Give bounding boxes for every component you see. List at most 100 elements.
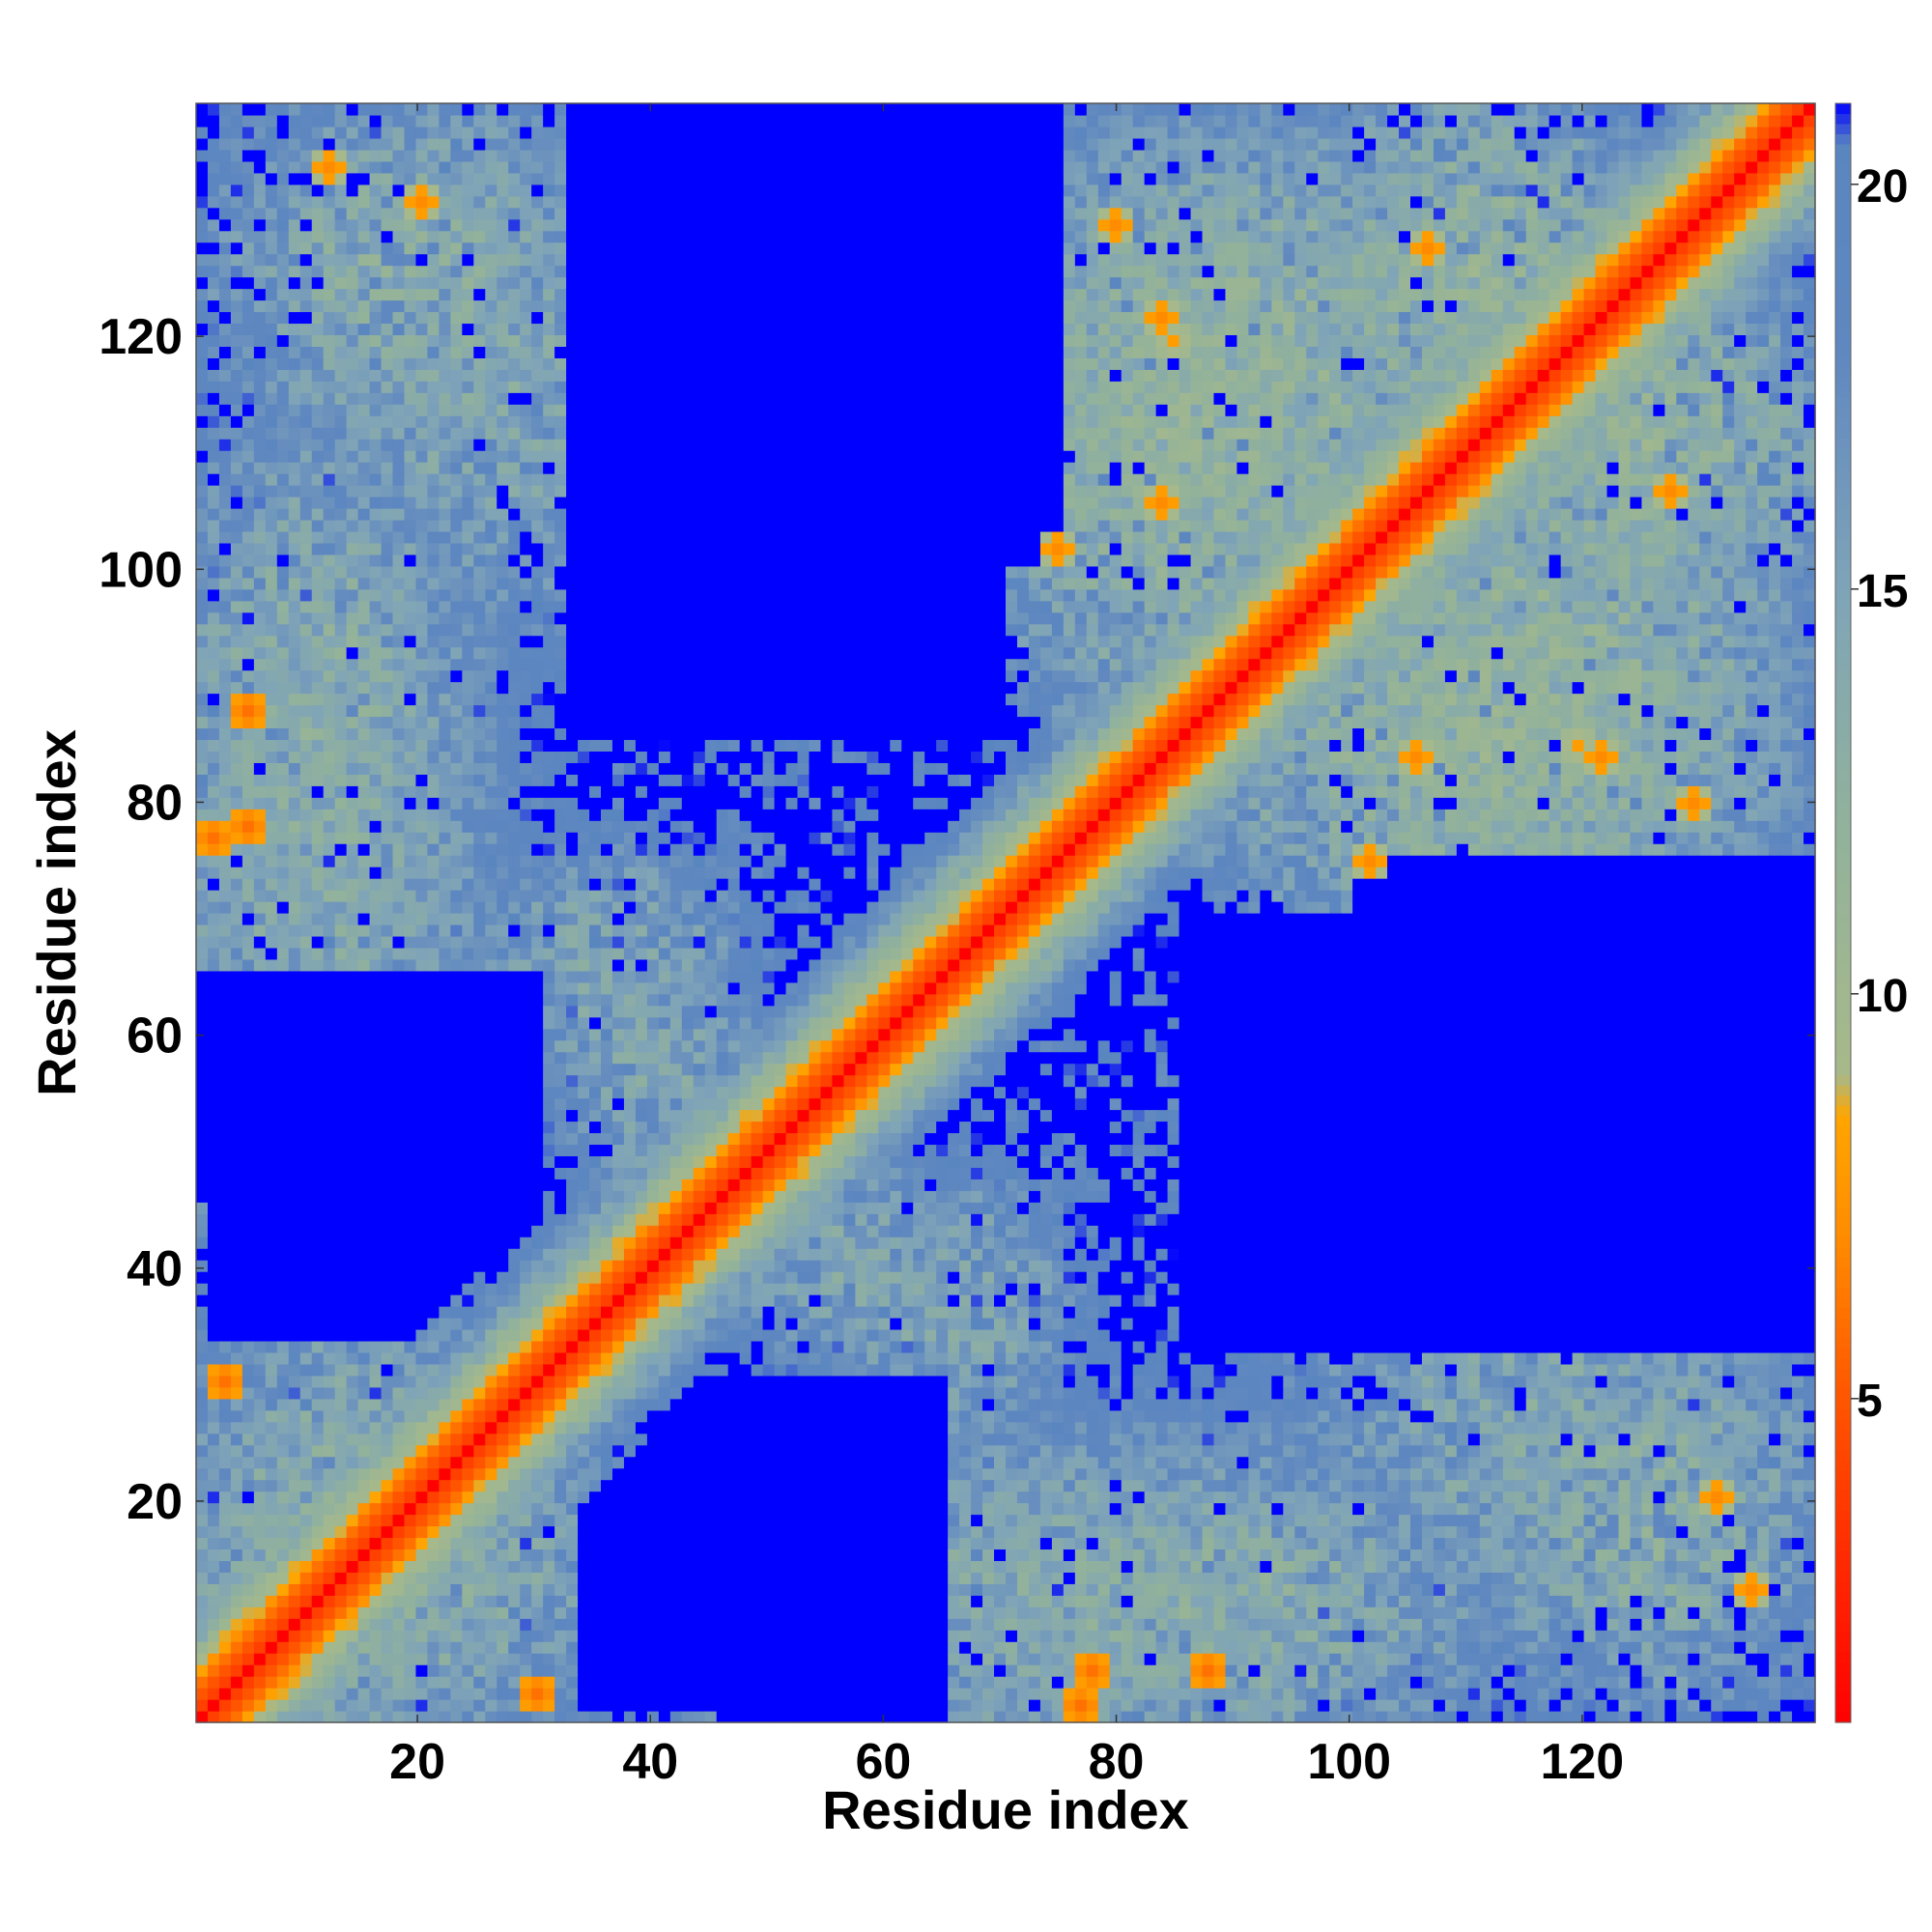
heatmap-cell xyxy=(242,1306,255,1319)
heatmap-cell xyxy=(230,242,243,255)
heatmap-cell xyxy=(566,843,579,856)
heatmap-cell xyxy=(531,404,544,416)
heatmap-cell xyxy=(230,1132,243,1146)
heatmap-cell xyxy=(404,716,417,729)
heatmap-cell xyxy=(242,878,255,891)
heatmap-cell xyxy=(392,762,406,775)
heatmap-cell xyxy=(404,1109,417,1122)
heatmap-cell xyxy=(554,404,567,416)
heatmap-cell xyxy=(392,993,406,1007)
heatmap-cell xyxy=(311,1606,325,1619)
heatmap-cell xyxy=(497,901,509,914)
heatmap-cell xyxy=(508,137,521,151)
heatmap-cell xyxy=(404,832,417,844)
heatmap-cell xyxy=(311,774,325,786)
heatmap-cell xyxy=(196,1548,209,1561)
heatmap-cell xyxy=(520,820,532,833)
heatmap-cell xyxy=(427,508,440,521)
heatmap-cell xyxy=(497,878,509,891)
heatmap-cell xyxy=(554,1467,567,1481)
heatmap-cell xyxy=(554,1260,567,1272)
heatmap-cell xyxy=(276,311,290,325)
heatmap-cell xyxy=(265,427,278,440)
heatmap-cell xyxy=(554,1548,567,1561)
heatmap-cell xyxy=(381,565,394,579)
heatmap-cell xyxy=(439,1109,451,1122)
heatmap-cell xyxy=(381,1467,394,1481)
heatmap-cell xyxy=(207,323,220,336)
heatmap-cell xyxy=(566,947,579,960)
heatmap-cell xyxy=(242,646,255,660)
heatmap-cell xyxy=(369,923,383,937)
heatmap-cell xyxy=(427,797,440,810)
heatmap-cell xyxy=(230,993,243,1007)
heatmap-cell xyxy=(334,1351,348,1365)
heatmap-cell xyxy=(299,1179,313,1191)
heatmap-cell xyxy=(439,369,451,382)
heatmap-cell xyxy=(334,1167,348,1179)
heatmap-cell xyxy=(439,646,451,660)
heatmap-cell xyxy=(276,739,290,752)
heatmap-cell xyxy=(508,1005,521,1018)
heatmap-cell xyxy=(415,1525,429,1539)
heatmap-cell xyxy=(520,1306,532,1319)
heatmap-cell xyxy=(450,311,463,325)
heatmap-cell xyxy=(520,1444,532,1458)
heatmap-cell xyxy=(334,427,348,440)
heatmap-cell xyxy=(392,1711,406,1723)
heatmap-cell xyxy=(323,1063,336,1076)
heatmap-cell xyxy=(218,530,232,544)
heatmap-cell xyxy=(566,369,579,382)
heatmap-cell xyxy=(543,137,555,151)
heatmap-cell xyxy=(497,577,509,590)
heatmap-cell xyxy=(230,519,243,532)
heatmap-cell xyxy=(196,103,209,116)
heatmap-cell xyxy=(230,832,243,844)
heatmap-cell xyxy=(531,958,544,972)
heatmap-cell xyxy=(404,1583,417,1596)
heatmap-cell xyxy=(554,137,567,151)
heatmap-cell xyxy=(589,762,602,775)
heatmap-cell xyxy=(589,623,602,637)
heatmap-cell xyxy=(578,462,590,474)
heatmap-cell xyxy=(578,600,590,613)
heatmap-cell xyxy=(323,1225,336,1237)
heatmap-cell xyxy=(218,462,232,474)
heatmap-cell xyxy=(554,530,567,544)
heatmap-cell xyxy=(439,1514,451,1527)
heatmap-cell xyxy=(323,462,336,474)
heatmap-cell xyxy=(485,1491,497,1504)
heatmap-cell xyxy=(508,1548,521,1561)
heatmap-cell xyxy=(265,1386,278,1400)
heatmap-cell xyxy=(462,473,474,486)
heatmap-cell xyxy=(357,970,371,983)
heatmap-cell xyxy=(439,704,451,718)
heatmap-cell xyxy=(196,1236,209,1249)
heatmap-cell xyxy=(473,1086,486,1099)
heatmap-cell xyxy=(253,1375,267,1388)
heatmap-cell xyxy=(589,369,602,382)
heatmap-cell xyxy=(497,809,509,821)
heatmap-cell xyxy=(392,1572,406,1584)
heatmap-cell xyxy=(427,635,440,648)
heatmap-cell xyxy=(392,1294,406,1307)
heatmap-cell xyxy=(589,890,602,902)
heatmap-cell xyxy=(381,427,394,440)
heatmap-cell xyxy=(230,276,243,290)
heatmap-cell xyxy=(543,809,555,821)
heatmap-cell xyxy=(242,1005,255,1018)
heatmap-cell xyxy=(334,253,348,267)
heatmap-cell xyxy=(207,1630,220,1642)
heatmap-cell xyxy=(253,172,267,185)
heatmap-cell xyxy=(554,369,567,382)
heatmap-cell xyxy=(473,658,486,671)
heatmap-cell xyxy=(299,1514,313,1527)
heatmap-cell xyxy=(381,1351,394,1365)
heatmap-cell xyxy=(473,1063,486,1076)
heatmap-cell xyxy=(357,577,371,590)
heatmap-cell xyxy=(508,1248,521,1261)
heatmap-cell xyxy=(589,1005,602,1018)
heatmap-cell xyxy=(415,1063,429,1076)
heatmap-cell xyxy=(462,195,474,209)
heatmap-cell xyxy=(473,485,486,497)
